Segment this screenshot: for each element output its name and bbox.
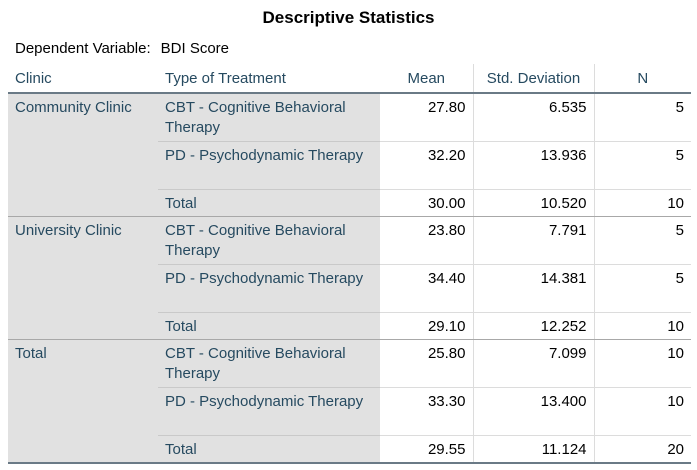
column-header-clinic: Clinic xyxy=(8,64,158,94)
mean-cell: 33.30 xyxy=(380,387,474,436)
n-cell: 5 xyxy=(594,141,691,190)
table-row: Community Clinic CBT - Cognitive Behavio… xyxy=(8,93,691,217)
table-row: University Clinic CBT - Cognitive Behavi… xyxy=(8,216,691,340)
sd-cell: 11.124 xyxy=(473,435,595,464)
n-cell: 10 xyxy=(594,189,691,217)
mean-cell: 30.00 xyxy=(380,189,474,217)
sd-cell: 13.400 xyxy=(473,387,595,436)
table-row: PD - Psychodynamic Therapy 33.30 13.400 … xyxy=(8,387,691,436)
mean-cell: 29.55 xyxy=(380,435,474,464)
mean-cell: 25.80 xyxy=(380,339,474,388)
treatment-cell: PD - Psychodynamic Therapy xyxy=(158,387,380,436)
dependent-variable-label: Dependent Variable: xyxy=(15,40,151,57)
treatment-cell: CBT - Cognitive Behavioral Therapy xyxy=(158,93,380,142)
dependent-variable-value: BDI Score xyxy=(160,40,230,57)
table-row: PD - Psychodynamic Therapy 32.20 13.936 … xyxy=(8,141,691,190)
n-cell: 10 xyxy=(594,339,691,388)
n-cell: 10 xyxy=(594,312,691,340)
n-cell: 5 xyxy=(594,264,691,313)
column-header-n: N xyxy=(594,64,691,94)
sd-cell: 7.791 xyxy=(473,216,595,265)
descriptive-statistics-table: Clinic Type of Treatment Mean Std. Devia… xyxy=(8,64,691,464)
sd-cell: 6.535 xyxy=(473,93,595,142)
column-header-mean: Mean xyxy=(380,64,474,94)
mean-cell: 32.20 xyxy=(380,141,474,190)
mean-cell: 23.80 xyxy=(380,216,474,265)
treatment-cell: Total xyxy=(158,312,380,340)
sd-cell: 7.099 xyxy=(473,339,595,388)
clinic-cell: Community Clinic xyxy=(8,93,158,217)
treatment-cell: PD - Psychodynamic Therapy xyxy=(158,264,380,313)
clinic-cell: Total xyxy=(8,339,158,464)
treatment-cell: Total xyxy=(158,189,380,217)
treatment-cell: Total xyxy=(158,435,380,464)
header-row: Clinic Type of Treatment Mean Std. Devia… xyxy=(8,64,691,94)
clinic-cell: University Clinic xyxy=(8,216,158,340)
dependent-variable: Dependent Variable: BDI Score xyxy=(15,40,229,57)
sd-cell: 12.252 xyxy=(473,312,595,340)
column-header-treatment: Type of Treatment xyxy=(158,64,380,94)
n-cell: 5 xyxy=(594,216,691,265)
column-header-std-deviation: Std. Deviation xyxy=(473,64,595,94)
sd-cell: 14.381 xyxy=(473,264,595,313)
mean-cell: 29.10 xyxy=(380,312,474,340)
mean-cell: 34.40 xyxy=(380,264,474,313)
n-cell: 10 xyxy=(594,387,691,436)
table-row: Total 29.55 11.124 20 xyxy=(8,435,691,464)
table-row: PD - Psychodynamic Therapy 34.40 14.381 … xyxy=(8,264,691,313)
table-row: Total CBT - Cognitive Behavioral Therapy… xyxy=(8,339,691,464)
sd-cell: 10.520 xyxy=(473,189,595,217)
treatment-cell: CBT - Cognitive Behavioral Therapy xyxy=(158,339,380,388)
table-title: Descriptive Statistics xyxy=(262,8,435,27)
table-row: Total 30.00 10.520 10 xyxy=(8,189,691,217)
n-cell: 20 xyxy=(594,435,691,464)
treatment-cell: CBT - Cognitive Behavioral Therapy xyxy=(158,216,380,265)
table-row: Total 29.10 12.252 10 xyxy=(8,312,691,340)
treatment-cell: PD - Psychodynamic Therapy xyxy=(158,141,380,190)
n-cell: 5 xyxy=(594,93,691,142)
mean-cell: 27.80 xyxy=(380,93,474,142)
sd-cell: 13.936 xyxy=(473,141,595,190)
